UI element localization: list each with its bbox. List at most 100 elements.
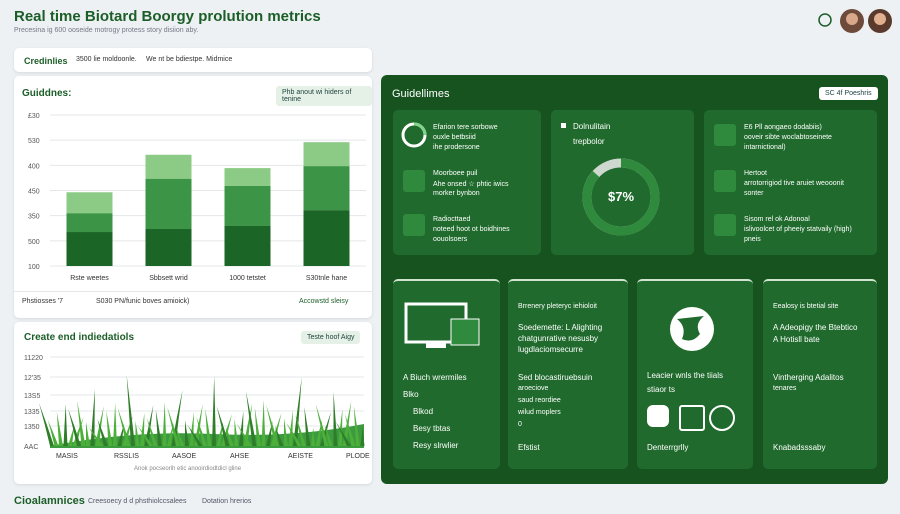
icon	[714, 214, 736, 236]
grass-blade	[77, 401, 86, 446]
grass-blade	[88, 427, 104, 446]
text: Resy slrwlier	[413, 441, 459, 450]
x-axis-label: RSSLIS	[114, 453, 139, 460]
badge[interactable]: SC 4f Poeshris	[819, 87, 878, 100]
credentials-text: 3500 lie moldoonle.	[76, 56, 137, 63]
guidelines-card: Guiddnes: Phb anout wi hiders of tenine …	[14, 76, 372, 318]
badge[interactable]: Teste hoof Aigy	[301, 331, 361, 344]
icon	[403, 170, 425, 192]
grass-blade	[216, 422, 224, 446]
y-tick-label: £30	[28, 113, 40, 120]
grass-blade	[56, 412, 63, 446]
y-axis-label: 1350	[24, 424, 40, 431]
text: E6 Pll aongaeo dodabiis)	[744, 124, 822, 131]
text: Efarion tere sorbowe	[433, 124, 498, 131]
text: Moorboee puil	[433, 170, 478, 177]
legend-item: trepbolor	[573, 137, 605, 146]
footer: Denterrgrlly	[647, 443, 689, 452]
y-axis-label: 1335	[24, 409, 40, 416]
y-tick-label: 400	[28, 163, 40, 170]
footer-note: Dotation hrerios	[202, 498, 252, 505]
grass-blade	[353, 406, 360, 446]
credentials-title: Credinlies	[24, 56, 68, 66]
text: Blko	[403, 390, 419, 399]
x-axis-label: AEISTE	[288, 453, 313, 460]
bar-segment	[145, 154, 192, 179]
text: Sisom rel ok Adonoal	[744, 216, 810, 223]
grass-blade	[68, 425, 75, 446]
bar-segment	[303, 210, 350, 266]
bar-segment	[224, 185, 271, 226]
text: Vintherging Adalitos	[773, 373, 844, 382]
bar-segment	[303, 142, 350, 167]
text: ouxle betbsiid	[433, 134, 476, 141]
x-axis-label: AASOE	[172, 453, 196, 460]
grass-blade	[47, 420, 59, 446]
grass-blade	[338, 409, 343, 446]
grass-blade	[293, 377, 302, 446]
card: Efarion tere sorbowe ouxle betbsiid ihe pr…	[393, 110, 541, 255]
dropdown[interactable]: Accowstd sleisy	[299, 298, 349, 305]
icon	[403, 214, 425, 236]
text: Hertoot	[744, 170, 767, 177]
account-icons[interactable]	[814, 8, 894, 34]
donut-label: $7%	[608, 189, 634, 204]
text: islivoolcet of pheeiy statvaily (high)	[744, 226, 852, 233]
footer-text: Creesoecy d d phsthiolccsalees	[88, 498, 187, 505]
grass-blade	[275, 426, 284, 446]
grass-blade	[266, 421, 273, 446]
grass-blade	[167, 423, 174, 446]
card: Leacier wnls the tiials stiaor ts Denter…	[637, 279, 753, 469]
x-tick-label: Rste weetes	[70, 275, 109, 282]
guidelines-panel: Guidellimes SC 4f Poeshris Efarion tere …	[381, 75, 888, 484]
grass-blade	[117, 424, 125, 446]
text: intarnictional)	[744, 144, 786, 151]
badge[interactable]: Phb anout wi hiders of tenine	[276, 86, 372, 106]
x-tick-label: 1000 tetstet	[229, 275, 266, 282]
grass-blade	[225, 427, 234, 446]
grass-blade	[315, 404, 329, 446]
y-axis-label: 11220	[24, 355, 43, 362]
grass-blade	[324, 425, 333, 446]
grass-blade	[237, 424, 252, 446]
grass-blade	[167, 407, 180, 446]
grass-blade	[288, 410, 293, 446]
grass-blade	[162, 402, 167, 446]
grass-blade	[254, 408, 261, 446]
text: sonter	[744, 190, 764, 197]
text: A Biuch wrermiles	[403, 373, 467, 382]
icon	[647, 405, 669, 427]
grass-blade	[245, 391, 257, 446]
grass-blade	[216, 406, 230, 446]
x-axis-label: AHSE	[230, 453, 249, 460]
text: arrotorrigiod tive aruiet weooonit	[744, 180, 844, 187]
grass-blade	[196, 417, 207, 446]
text: noteed hoot ot boidhines	[433, 226, 510, 233]
text: Radiocttaed	[433, 216, 471, 223]
donut: $7%	[582, 158, 660, 236]
icon	[714, 170, 736, 192]
grass-blade	[261, 400, 266, 446]
grass-blade	[344, 414, 356, 446]
panel-title: Guidellimes	[392, 88, 450, 100]
grass-blade	[138, 426, 153, 446]
text: tenares	[773, 385, 797, 392]
indicators-card: Create end indiedatiols Teste hoof Aigy …	[14, 322, 372, 484]
text: Efstist	[518, 443, 540, 452]
grass-blade	[239, 411, 244, 446]
stacked-bar-chart: 100 500 350 450 400 530 £30 Rste weetes Sbbsett …	[28, 113, 366, 282]
credentials-note: We nt be bdiestpe. Midmice	[146, 56, 233, 63]
y-tick-label: 100	[28, 264, 40, 271]
y-tick-label: 450	[28, 189, 40, 196]
grass-blade	[187, 425, 203, 446]
card: A Biuch wrermiles Blko Blkod Besy tbtas Resy…	[393, 279, 500, 469]
footer-item: S030 PN/funic boves amioick)	[96, 298, 190, 305]
y-tick-label: 350	[28, 214, 40, 221]
caption: Anok pocseorih etic anooirdiodtdicl glin…	[134, 466, 242, 472]
grass-blade	[97, 419, 108, 446]
card-title: Create end indiedatiols	[24, 332, 135, 343]
globe-icon	[670, 307, 714, 351]
grass-blade	[311, 428, 315, 446]
image-chart: 11220 12'35 13S5 1335 1350 AAC MASIS RSSLIS AASO…	[24, 355, 370, 460]
text: wilud moplers	[518, 409, 561, 416]
